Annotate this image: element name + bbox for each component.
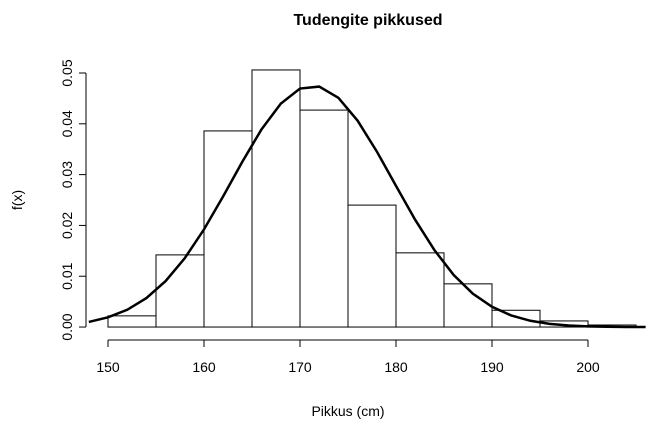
x-tick-label: 160 xyxy=(192,359,216,375)
y-tick-label: 0.03 xyxy=(59,161,75,188)
y-tick-label: 0.00 xyxy=(59,313,75,340)
x-tick-label: 150 xyxy=(96,359,120,375)
chart-title: Tudengite pikkused xyxy=(293,12,442,29)
x-tick-label: 200 xyxy=(576,359,600,375)
bar xyxy=(299,109,349,328)
x-axis-label: Pikkus (cm) xyxy=(311,403,384,419)
y-tick-label: 0.01 xyxy=(59,262,75,289)
x-tick-label: 170 xyxy=(288,359,312,375)
bar xyxy=(443,283,493,328)
y-tick-label: 0.04 xyxy=(59,110,75,137)
bar xyxy=(347,204,397,328)
x-tick-label: 180 xyxy=(384,359,408,375)
density-curve xyxy=(88,85,646,329)
bar xyxy=(203,130,253,328)
x-tick-label: 190 xyxy=(480,359,504,375)
y-axis-label: f(x) xyxy=(9,190,25,210)
y-tick-label: 0.02 xyxy=(59,212,75,239)
bar xyxy=(491,309,541,328)
bar xyxy=(107,315,157,328)
bar xyxy=(395,252,445,328)
y-tick-label: 0.05 xyxy=(59,59,75,86)
